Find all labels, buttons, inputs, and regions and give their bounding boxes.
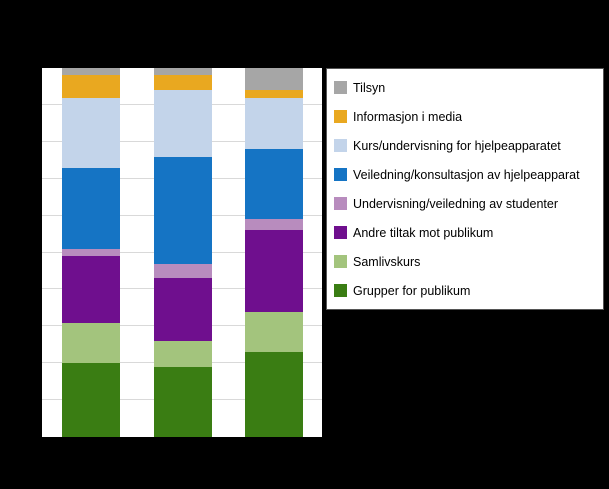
bar-segment	[245, 68, 303, 91]
legend: Tilsyn Informasjon i media Kurs/undervisni…	[326, 68, 604, 310]
legend-color-swatch	[334, 197, 347, 210]
stacked-bar	[245, 68, 303, 437]
legend-color-swatch	[334, 110, 347, 123]
bar-segment	[245, 230, 303, 312]
bar-segment	[62, 97, 120, 168]
legend-label: Samlivskurs	[353, 254, 421, 269]
bar-segment	[245, 97, 303, 150]
bars-container	[42, 68, 322, 437]
bar-segment	[153, 341, 212, 367]
legend-color-swatch	[334, 284, 347, 297]
bar-segment	[62, 256, 120, 323]
legend-color-swatch	[334, 139, 347, 152]
legend-color-swatch	[334, 81, 347, 94]
legend-label: Informasjon i media	[353, 109, 463, 124]
legend-label: Kurs/undervisning for hjelpeapparatet	[353, 138, 561, 153]
bar-segment	[153, 156, 212, 264]
bar-segment	[153, 366, 212, 437]
bar-segment	[153, 75, 212, 91]
legend-item: Kurs/undervisning for hjelpeapparatet	[327, 131, 603, 160]
bar-segment	[245, 352, 303, 437]
legend-item: Informasjon i media	[327, 102, 603, 131]
legend-item: Grupper for publikum	[327, 276, 603, 305]
bar-segment	[153, 90, 212, 157]
legend-label: Tilsyn	[353, 80, 386, 95]
legend-item: Veiledning/konsultasjon av hjelpeapparat	[327, 160, 603, 189]
bar-segment	[245, 90, 303, 98]
legend-color-swatch	[334, 255, 347, 268]
bar-segment	[245, 311, 303, 353]
bar-segment	[62, 167, 120, 249]
bar-segment	[62, 248, 120, 257]
bar-segment	[62, 322, 120, 364]
bar-segment	[153, 263, 212, 279]
legend-label: Veiledning/konsultasjon av hjelpeapparat	[353, 167, 580, 182]
stacked-bar	[62, 68, 120, 437]
bar-segment	[62, 68, 120, 76]
bar-segment	[245, 219, 303, 231]
legend-item: Undervisning/veiledning av studenter	[327, 189, 603, 218]
bar-segment	[62, 363, 120, 437]
legend-item: Tilsyn	[327, 73, 603, 102]
bar-segment	[153, 68, 212, 76]
stacked-bar	[153, 68, 212, 437]
legend-label: Andre tiltak mot publikum	[353, 225, 494, 240]
bar-segment	[62, 75, 120, 98]
legend-label: Grupper for publikum	[353, 283, 471, 298]
bar-segment	[153, 278, 212, 341]
legend-item: Samlivskurs	[327, 247, 603, 276]
plot-area	[42, 68, 322, 437]
legend-color-swatch	[334, 226, 347, 239]
legend-color-swatch	[334, 168, 347, 181]
bar-segment	[245, 149, 303, 220]
legend-item: Andre tiltak mot publikum	[327, 218, 603, 247]
legend-label: Undervisning/veiledning av studenter	[353, 196, 558, 211]
